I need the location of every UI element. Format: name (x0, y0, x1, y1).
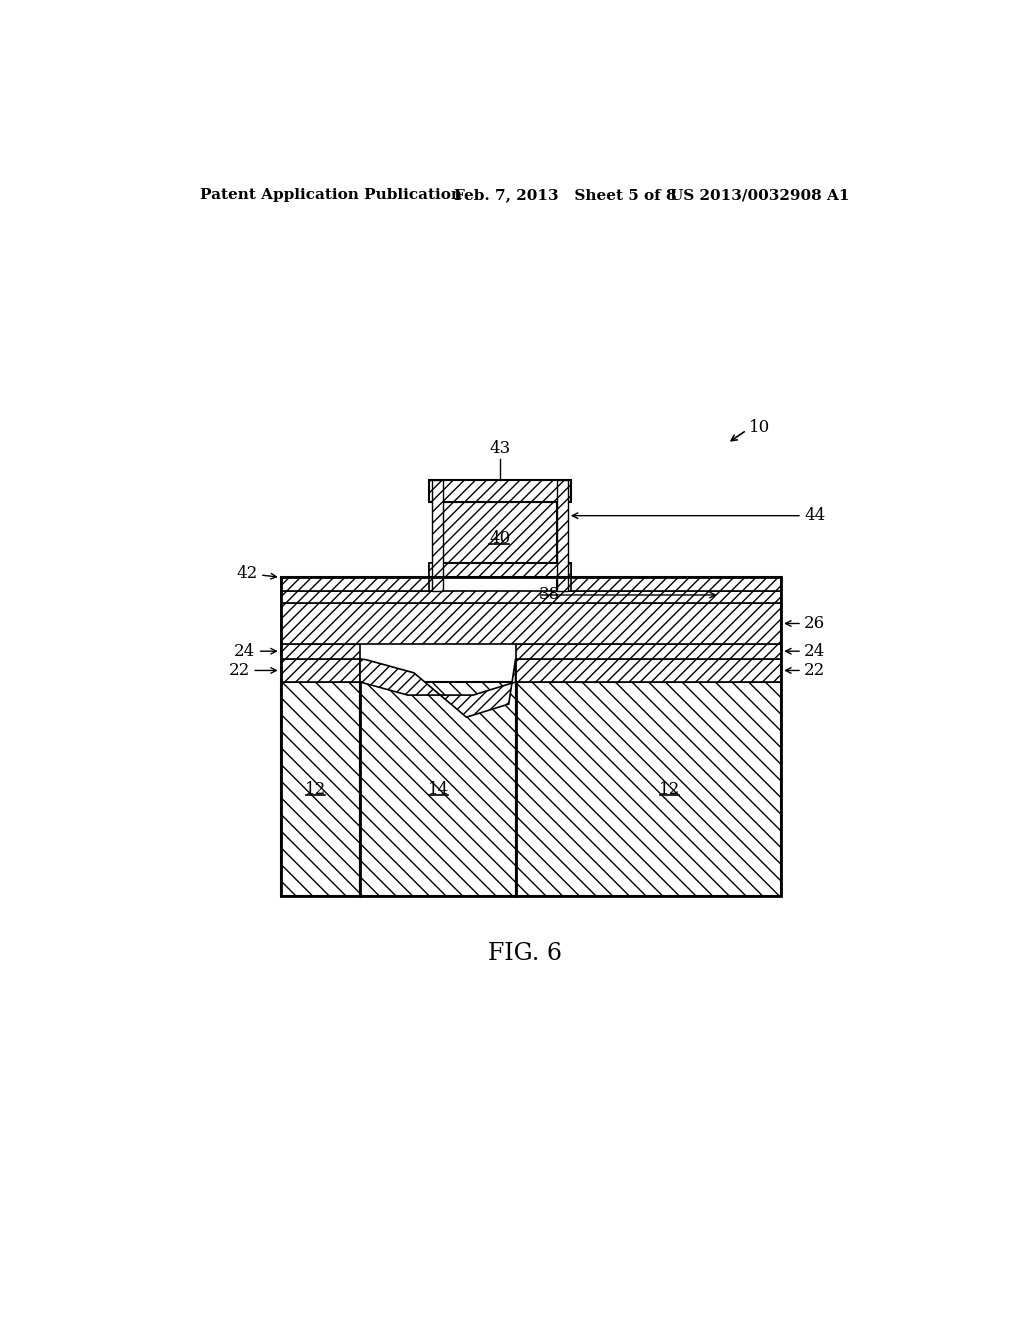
Bar (443, 502, 557, 564)
Polygon shape (360, 659, 515, 717)
Bar (281, 682, 360, 896)
Bar (429, 480, 571, 502)
Bar (360, 682, 515, 896)
Text: 22: 22 (804, 661, 825, 678)
Text: 22: 22 (228, 661, 250, 678)
Text: FIG. 6: FIG. 6 (487, 941, 562, 965)
Text: 24: 24 (234, 643, 255, 660)
Text: 26: 26 (804, 615, 825, 632)
Bar (281, 591, 781, 603)
Text: 10: 10 (749, 420, 770, 437)
Polygon shape (429, 564, 443, 591)
Bar (515, 682, 781, 896)
Text: 44: 44 (804, 507, 825, 524)
Text: 43: 43 (489, 440, 511, 457)
Bar (281, 644, 360, 659)
Text: 38: 38 (539, 586, 560, 603)
Text: 42: 42 (237, 565, 258, 582)
Text: 14: 14 (428, 780, 450, 797)
Text: 12: 12 (305, 780, 326, 797)
Bar (515, 644, 781, 659)
Bar (557, 577, 781, 591)
Text: Feb. 7, 2013   Sheet 5 of 8: Feb. 7, 2013 Sheet 5 of 8 (454, 189, 677, 202)
Polygon shape (432, 480, 443, 591)
Polygon shape (557, 480, 568, 591)
Text: 40: 40 (489, 531, 511, 548)
Bar (429, 564, 571, 577)
Polygon shape (515, 659, 781, 682)
Text: 12: 12 (658, 780, 680, 797)
Text: 24: 24 (804, 643, 825, 660)
Bar (281, 603, 781, 644)
Polygon shape (281, 659, 360, 682)
Bar (281, 577, 443, 591)
Polygon shape (557, 564, 571, 591)
Bar (281, 577, 781, 896)
Text: US 2013/0032908 A1: US 2013/0032908 A1 (670, 189, 849, 202)
Text: Patent Application Publication: Patent Application Publication (200, 189, 462, 202)
